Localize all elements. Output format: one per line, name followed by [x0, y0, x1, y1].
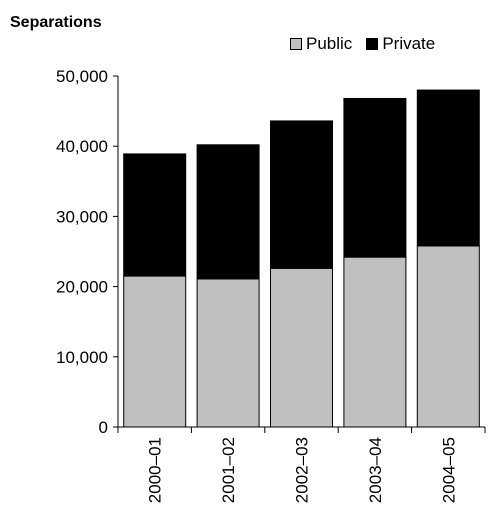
legend-swatch-public: [290, 38, 302, 50]
y-tick-label-1: 10,000: [56, 348, 108, 367]
bar-private-1: [196, 144, 260, 280]
bar-public-4: [416, 245, 480, 428]
legend-item-public: Public: [290, 34, 352, 54]
legend-label-private: Private: [382, 34, 436, 53]
legend-label-public: Public: [306, 34, 353, 53]
legend-swatch-private: [366, 38, 379, 50]
bar-public-3: [343, 256, 407, 428]
x-tick-label-1: 2001–02: [219, 437, 238, 503]
legend-item-private: Private: [366, 34, 435, 54]
bar-private-0: [123, 153, 187, 277]
legend: Public Private: [290, 34, 443, 54]
y-tick-label-2: 20,000: [56, 278, 108, 297]
x-tick-label-2: 2002–03: [293, 437, 312, 503]
y-axis-title: Separations: [10, 14, 102, 31]
x-tick-label-3: 2003–04: [366, 437, 385, 503]
y-tick-label-4: 40,000: [56, 137, 108, 156]
y-tick-label-3: 30,000: [56, 207, 108, 226]
y-tick-label-0: 0: [99, 418, 108, 437]
bar-public-2: [270, 267, 333, 428]
x-tick-label-0: 2000–01: [146, 437, 165, 503]
bar-public-0: [123, 275, 187, 428]
y-tick-label-5: 50,000: [56, 67, 108, 86]
bar-public-1: [196, 278, 260, 428]
bar-private-3: [343, 97, 407, 258]
x-tick-label-4: 2004–05: [439, 437, 458, 503]
bar-private-4: [416, 89, 480, 247]
bar-private-2: [270, 120, 333, 269]
